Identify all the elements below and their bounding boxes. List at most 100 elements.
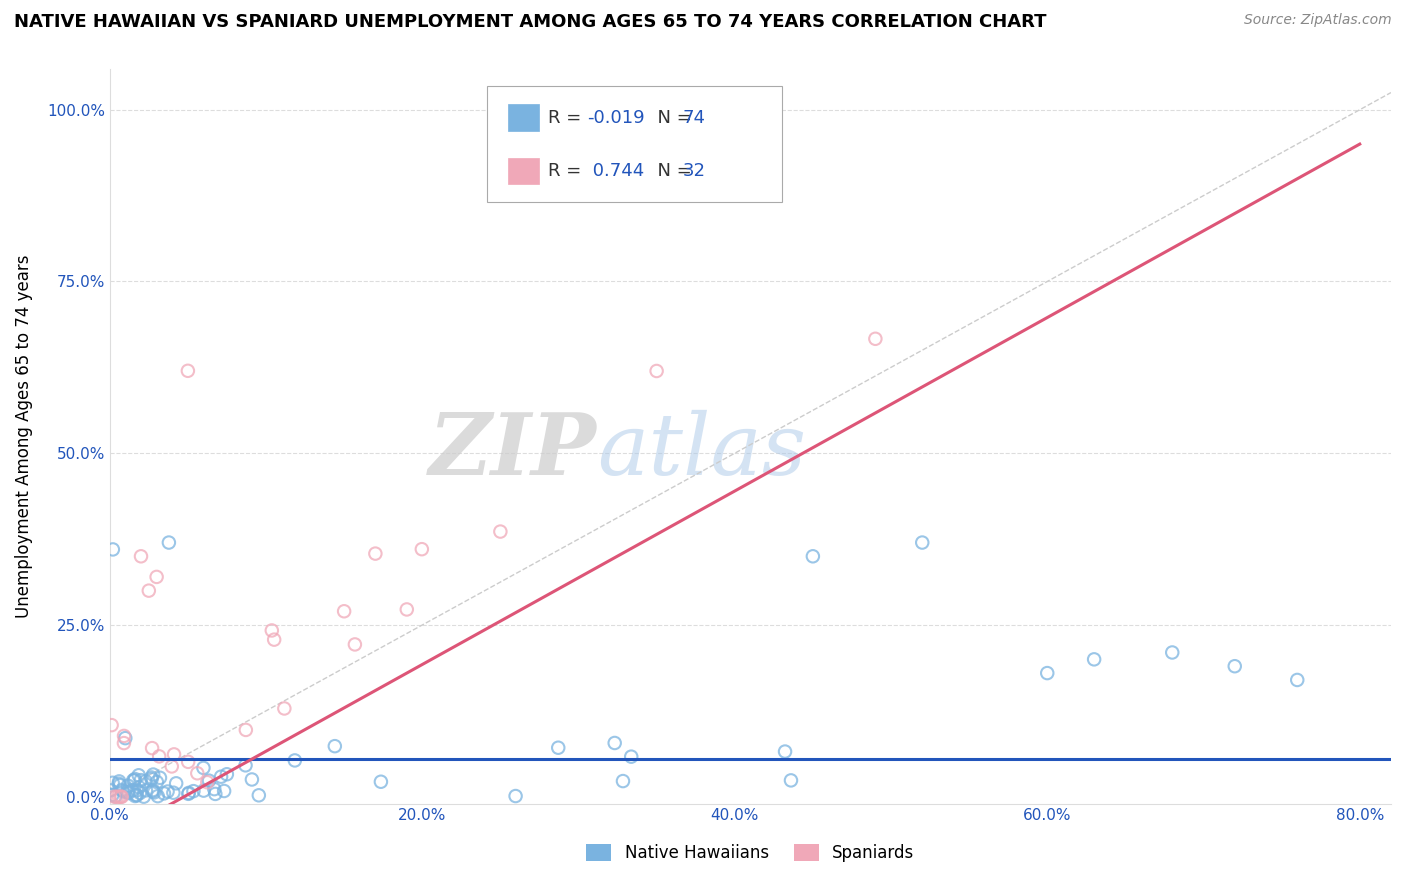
Text: -0.019: -0.019: [586, 109, 644, 127]
Point: [100, 718, 122, 732]
Point: [204, 787, 226, 801]
Text: 74: 74: [682, 109, 706, 127]
Point: [177, 786, 200, 800]
Point: [104, 789, 127, 804]
Text: N =: N =: [645, 109, 697, 127]
Point: [108, 789, 131, 804]
Point: [129, 549, 152, 564]
Point: [129, 773, 152, 788]
Point: [125, 789, 148, 803]
Point: [142, 783, 165, 797]
Point: [142, 784, 165, 798]
Text: Source: ZipAtlas.com: Source: ZipAtlas.com: [1244, 13, 1392, 28]
Point: [108, 778, 131, 792]
Point: [124, 773, 146, 788]
Point: [141, 771, 163, 785]
Point: [138, 583, 160, 598]
Point: [1286, 673, 1309, 687]
Point: [780, 773, 803, 788]
Point: [177, 755, 200, 769]
Y-axis label: Unemployment Among Ages 65 to 74 years: Unemployment Among Ages 65 to 74 years: [15, 254, 32, 618]
Point: [111, 789, 134, 804]
Point: [343, 637, 366, 651]
Point: [101, 788, 124, 802]
Point: [117, 779, 139, 793]
Point: [676, 185, 699, 199]
Text: NATIVE HAWAIIAN VS SPANIARD UNEMPLOYMENT AMONG AGES 65 TO 74 YEARS CORRELATION C: NATIVE HAWAIIAN VS SPANIARD UNEMPLOYMENT…: [14, 13, 1046, 31]
Point: [547, 740, 569, 755]
Point: [364, 547, 387, 561]
Point: [395, 602, 418, 616]
Point: [128, 780, 150, 795]
Point: [612, 774, 634, 789]
Point: [141, 741, 163, 756]
Point: [183, 784, 205, 798]
Point: [111, 783, 134, 797]
Point: [773, 745, 796, 759]
Point: [112, 729, 135, 743]
Text: N =: N =: [645, 162, 697, 180]
Text: atlas: atlas: [596, 409, 806, 492]
Point: [263, 632, 285, 647]
Point: [117, 786, 139, 800]
Point: [273, 701, 295, 715]
Point: [489, 524, 512, 539]
Point: [129, 786, 152, 800]
Point: [603, 736, 626, 750]
Point: [162, 786, 184, 800]
Point: [177, 364, 200, 378]
Text: R =: R =: [547, 162, 586, 180]
Point: [153, 786, 176, 800]
Point: [125, 783, 148, 797]
Point: [911, 535, 934, 549]
Point: [209, 770, 232, 784]
Point: [110, 789, 132, 804]
Text: ZIP: ZIP: [429, 409, 596, 492]
Point: [145, 570, 167, 584]
Point: [112, 736, 135, 750]
Point: [323, 739, 346, 753]
Text: R =: R =: [547, 109, 586, 127]
Point: [141, 772, 163, 786]
Point: [157, 535, 180, 549]
Point: [177, 787, 200, 801]
Point: [124, 789, 146, 803]
Point: [198, 773, 221, 788]
Point: [411, 542, 433, 557]
Point: [645, 364, 668, 378]
Point: [122, 773, 145, 788]
Point: [195, 775, 218, 789]
Point: [163, 747, 186, 762]
Point: [193, 761, 215, 775]
Point: [143, 785, 166, 799]
Point: [865, 332, 887, 346]
Point: [235, 723, 257, 737]
Point: [146, 775, 169, 789]
Point: [132, 789, 155, 804]
Point: [235, 758, 257, 772]
Text: 32: 32: [682, 162, 706, 180]
Point: [505, 789, 527, 803]
Point: [160, 759, 183, 773]
Point: [186, 766, 208, 780]
Point: [801, 549, 824, 564]
Point: [112, 784, 135, 798]
Point: [370, 774, 392, 789]
Point: [284, 753, 307, 767]
Point: [149, 771, 172, 785]
Point: [1083, 652, 1105, 666]
Point: [260, 624, 283, 638]
Point: [125, 788, 148, 802]
Point: [212, 784, 235, 798]
Point: [100, 783, 122, 797]
Point: [108, 774, 131, 789]
Point: [117, 785, 139, 799]
Point: [101, 776, 124, 790]
Point: [135, 783, 157, 797]
Point: [146, 789, 169, 804]
Point: [247, 789, 270, 803]
Point: [165, 776, 187, 790]
Point: [193, 783, 215, 797]
Point: [240, 772, 263, 787]
Point: [135, 774, 157, 789]
